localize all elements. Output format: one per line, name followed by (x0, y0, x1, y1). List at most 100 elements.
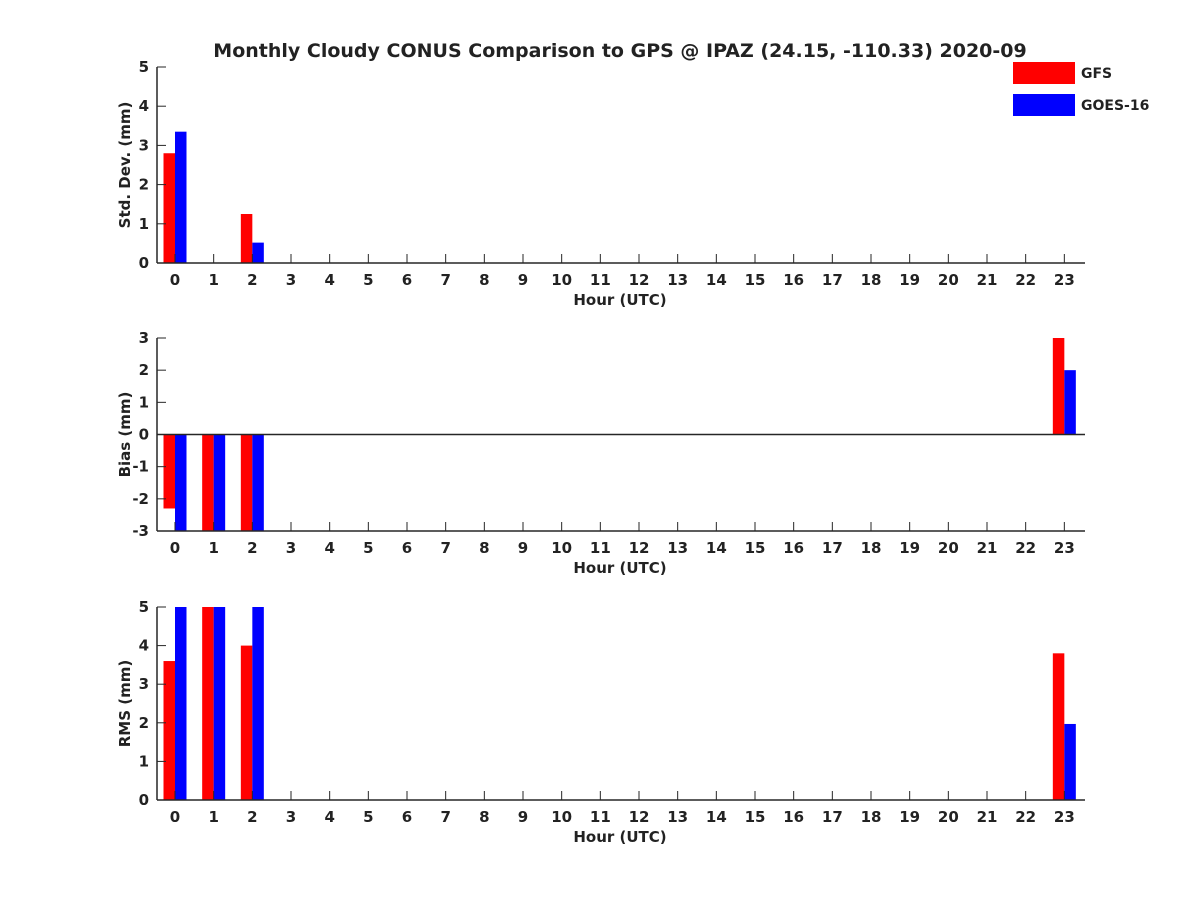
x-tick-label: 18 (861, 271, 882, 289)
x-tick-label: 22 (1015, 539, 1036, 557)
x-tick-label: 11 (590, 808, 611, 826)
bar-goes-16-hour-23 (1064, 370, 1076, 435)
x-tick-label: 18 (861, 808, 882, 826)
x-tick-label: 10 (551, 271, 572, 289)
x-tick-label: 15 (745, 539, 766, 557)
bar-goes-16-hour-0 (175, 434, 187, 531)
y-tick-label: 3 (139, 675, 149, 693)
x-tick-label: 12 (629, 539, 650, 557)
bar-goes-16-hour-1 (213, 607, 226, 800)
legend-swatch-0 (1013, 62, 1075, 84)
y-tick-label: 4 (139, 97, 149, 115)
y-axis-label: RMS (mm) (116, 660, 134, 747)
x-tick-label: 0 (170, 539, 180, 557)
bar-gfs-hour-1 (202, 607, 214, 800)
bar-goes-16-hour-23 (1064, 723, 1076, 800)
y-tick-label: 0 (139, 426, 149, 444)
bar-gfs-hour-23 (1052, 338, 1065, 435)
x-tick-label: 1 (208, 271, 218, 289)
y-tick-label: -1 (132, 458, 149, 476)
legend-swatch-1 (1013, 94, 1075, 116)
x-tick-label: 0 (170, 808, 180, 826)
y-tick-label: 0 (139, 254, 149, 272)
y-tick-label: 3 (139, 136, 149, 154)
x-tick-label: 5 (363, 539, 373, 557)
y-axis-label: Std. Dev. (mm) (116, 102, 134, 229)
x-tick-label: 15 (745, 808, 766, 826)
x-tick-label: 15 (745, 271, 766, 289)
x-tick-label: 7 (440, 539, 450, 557)
bar-gfs-hour-1 (202, 434, 214, 531)
x-tick-label: 19 (899, 808, 920, 826)
legend: GFS GOES-16 (1013, 62, 1149, 116)
x-tick-label: 22 (1015, 271, 1036, 289)
x-tick-label: 10 (551, 808, 572, 826)
x-tick-label: 0 (170, 271, 180, 289)
y-tick-label: 2 (139, 361, 149, 379)
y-tick-label: 2 (139, 176, 149, 194)
x-tick-label: 17 (822, 808, 843, 826)
x-tick-label: 21 (977, 808, 998, 826)
x-tick-label: 9 (518, 271, 528, 289)
x-tick-label: 13 (667, 539, 688, 557)
x-tick-label: 7 (440, 271, 450, 289)
x-tick-label: 4 (324, 808, 334, 826)
y-tick-label: 2 (139, 714, 149, 732)
bar-gfs-hour-0 (163, 153, 175, 263)
x-tick-label: 2 (247, 271, 257, 289)
x-tick-label: 9 (518, 808, 528, 826)
x-tick-label: 21 (977, 539, 998, 557)
x-tick-label: 5 (363, 271, 373, 289)
bar-goes-16-hour-2 (252, 607, 264, 800)
bar-goes-16-hour-2 (252, 434, 264, 531)
x-tick-label: 21 (977, 271, 998, 289)
x-tick-label: 1 (208, 808, 218, 826)
bar-goes-16-hour-1 (213, 434, 226, 531)
y-axis-label: Bias (mm) (116, 392, 134, 478)
x-tick-label: 6 (402, 808, 412, 826)
bar-gfs-hour-0 (163, 661, 175, 800)
y-tick-label: 5 (139, 58, 149, 76)
x-tick-label: 8 (479, 808, 489, 826)
bar-gfs-hour-2 (240, 214, 253, 263)
x-tick-label: 19 (899, 271, 920, 289)
x-tick-label: 20 (938, 539, 959, 557)
x-tick-label: 23 (1054, 539, 1075, 557)
x-tick-label: 2 (247, 808, 257, 826)
x-axis-label: Hour (UTC) (573, 291, 666, 309)
x-tick-label: 12 (629, 808, 650, 826)
x-tick-label: 14 (706, 808, 727, 826)
x-tick-label: 20 (938, 808, 959, 826)
x-tick-label: 11 (590, 271, 611, 289)
x-tick-label: 12 (629, 271, 650, 289)
x-tick-label: 23 (1054, 808, 1075, 826)
x-axis-label: Hour (UTC) (573, 559, 666, 577)
bar-gfs-hour-2 (240, 645, 253, 800)
x-tick-label: 10 (551, 539, 572, 557)
y-tick-label: 4 (139, 637, 149, 655)
y-tick-label: 3 (139, 329, 149, 347)
x-tick-label: 4 (324, 539, 334, 557)
x-tick-label: 3 (286, 271, 296, 289)
y-tick-label: 1 (139, 215, 149, 233)
y-tick-label: 0 (139, 791, 149, 809)
x-tick-label: 9 (518, 539, 528, 557)
chart-title: Monthly Cloudy CONUS Comparison to GPS @… (213, 40, 1026, 62)
x-tick-label: 2 (247, 539, 257, 557)
x-tick-label: 6 (402, 271, 412, 289)
y-tick-label: 5 (139, 598, 149, 616)
x-axis-label: Hour (UTC) (573, 828, 666, 846)
x-tick-label: 3 (286, 539, 296, 557)
y-tick-label: 1 (139, 752, 149, 770)
x-tick-label: 20 (938, 271, 959, 289)
x-tick-label: 13 (667, 271, 688, 289)
bar-gfs-hour-2 (240, 434, 253, 531)
x-tick-label: 23 (1054, 271, 1075, 289)
x-tick-label: 13 (667, 808, 688, 826)
x-tick-label: 7 (440, 808, 450, 826)
x-tick-label: 6 (402, 539, 412, 557)
